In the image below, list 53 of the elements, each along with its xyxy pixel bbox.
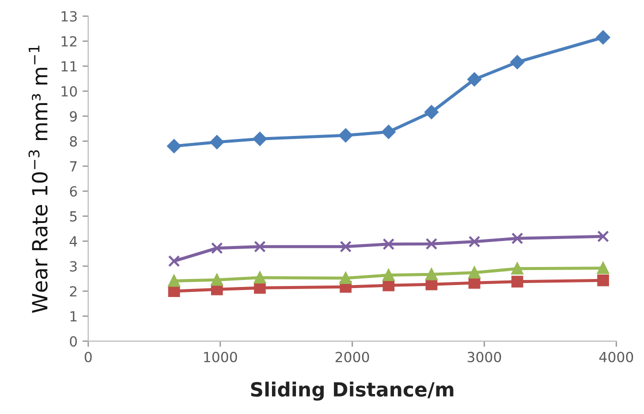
y-tick-label: 1: [70, 311, 77, 322]
point: [382, 269, 394, 282]
point: [168, 274, 180, 287]
point: [168, 255, 180, 268]
y-tick-label: 5: [70, 211, 77, 222]
point: [382, 124, 396, 139]
point: [596, 30, 610, 44]
point: [340, 240, 352, 253]
point: [340, 272, 352, 284]
y-tick-label: 4: [70, 236, 78, 246]
point: [254, 240, 266, 253]
x-tick-label: 0: [84, 352, 92, 362]
point: [211, 242, 223, 254]
y-tick-label: 13: [62, 11, 77, 22]
point: [426, 238, 438, 250]
point: [511, 276, 524, 288]
x-tick-label: 2000: [336, 352, 370, 362]
point: [382, 238, 394, 250]
y-tick-label: 12: [62, 36, 76, 46]
point: [510, 55, 524, 70]
point: [426, 268, 438, 280]
point: [468, 236, 480, 248]
x-tick-label: 1000: [204, 352, 237, 362]
point: [597, 262, 610, 274]
point: [597, 274, 610, 286]
x-tick-label: 4000: [599, 352, 634, 362]
point: [511, 262, 524, 275]
point: [252, 132, 267, 146]
y-tick-label: 6: [70, 186, 77, 197]
point: [424, 105, 438, 120]
y-tick-label: 3: [70, 261, 77, 272]
point: [597, 230, 610, 242]
y-tick-label: 8: [70, 136, 77, 147]
point: [211, 274, 223, 286]
x-tick-label: 3000: [468, 352, 502, 362]
y-tick-label: 9: [70, 111, 77, 122]
point: [467, 72, 482, 86]
point: [167, 139, 181, 154]
y-tick-label: 11: [62, 61, 77, 72]
y-tick-label: 10: [62, 86, 77, 97]
x-axis-title: Sliding Distance/m: [251, 382, 454, 401]
y-tick-label: 2: [70, 286, 76, 296]
point: [210, 135, 224, 150]
point: [511, 232, 524, 244]
point: [468, 276, 480, 289]
point: [468, 266, 480, 279]
y-tick-label: 0: [70, 336, 77, 347]
y-axis-title: Wear Rate 10$^{−3}$ mm³ m$^{−1}$: [28, 46, 48, 313]
point: [338, 128, 353, 142]
y-tick-label: 7: [70, 161, 77, 172]
point: [254, 272, 266, 284]
point: [254, 282, 266, 294]
point: [382, 279, 394, 292]
